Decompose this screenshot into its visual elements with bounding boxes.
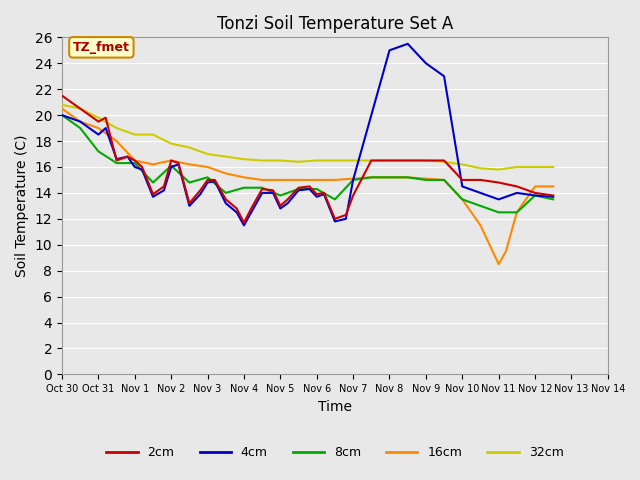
X-axis label: Time: Time bbox=[318, 400, 352, 414]
Title: Tonzi Soil Temperature Set A: Tonzi Soil Temperature Set A bbox=[217, 15, 453, 33]
Legend: 2cm, 4cm, 8cm, 16cm, 32cm: 2cm, 4cm, 8cm, 16cm, 32cm bbox=[101, 441, 568, 464]
Y-axis label: Soil Temperature (C): Soil Temperature (C) bbox=[15, 134, 29, 277]
Text: TZ_fmet: TZ_fmet bbox=[73, 41, 130, 54]
